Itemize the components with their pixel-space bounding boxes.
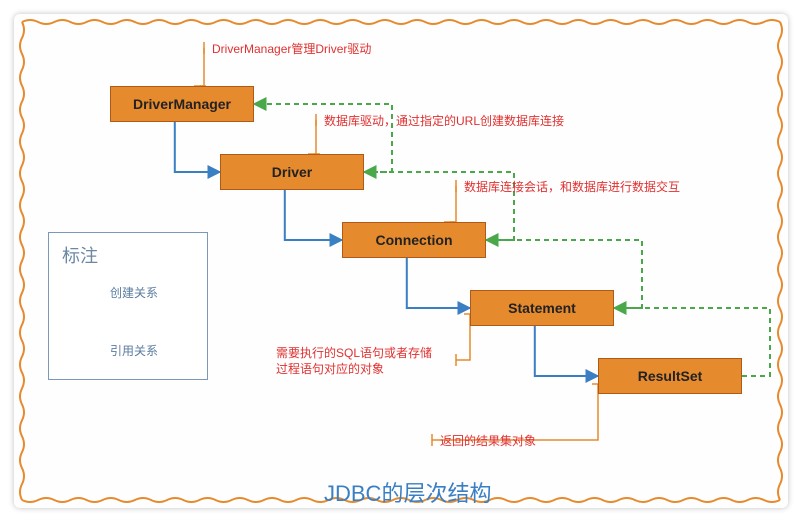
node-st: Statement — [470, 290, 614, 326]
diagram-frame: DriverManager Driver Connection Statement Re… — [0, 0, 802, 522]
annotation: 需要执行的SQL语句或者存储过程语句对应的对象 — [276, 346, 456, 377]
node-dm: DriverManager — [110, 86, 254, 122]
legend-item-label: 创建关系 — [110, 284, 158, 301]
legend-item-label: 引用关系 — [110, 342, 158, 359]
annotation: 返回的结果集对象 — [440, 432, 536, 449]
annotation: 数据库驱动，通过指定的URL创建数据库连接 — [324, 112, 564, 129]
canvas: DriverManager Driver Connection Statement Re… — [14, 14, 788, 508]
node-cn: Connection — [342, 222, 486, 258]
node-rs: ResultSet — [598, 358, 742, 394]
node-dr: Driver — [220, 154, 364, 190]
annotation: 数据库连接会话，和数据库进行数据交互 — [464, 178, 680, 195]
annotation: DriverManager管理Driver驱动 — [212, 40, 371, 57]
diagram-title: JDBC的层次结构 — [324, 476, 491, 508]
legend-title: 标注 — [62, 242, 98, 268]
